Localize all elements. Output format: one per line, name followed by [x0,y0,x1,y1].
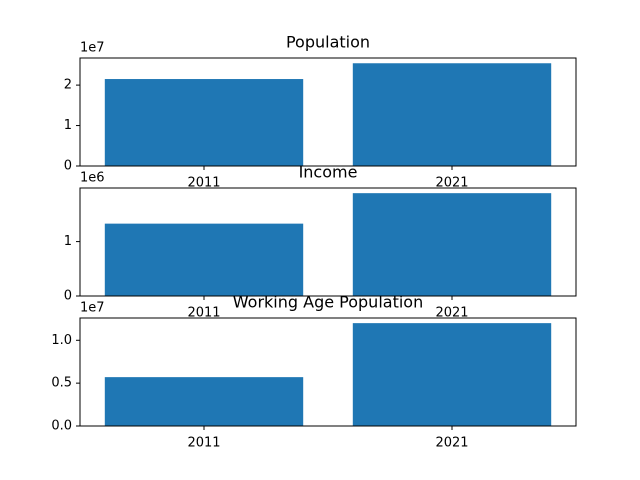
bar [352,193,552,296]
y-offset-label: 1e7 [80,41,105,56]
y-tick-label: 0 [64,289,72,304]
x-tick-label: 2021 [435,436,468,451]
y-tick-label: 1 [64,234,72,249]
bar [104,79,304,166]
y-tick-label: 0 [64,159,72,174]
y-tick-label: 0.5 [51,376,72,391]
y-tick-label: 0.0 [51,419,72,434]
axes-frame [79,57,577,167]
chart-title: Population [286,33,370,52]
chart-title: Working Age Population [233,293,423,312]
axes-frame [79,187,577,297]
bar [104,223,304,296]
x-tick-label: 2021 [435,176,468,191]
chart-title: Income [299,163,358,182]
bar [104,377,304,426]
y-tick-label: 1.0 [51,333,72,348]
bar [352,63,552,167]
x-tick-label: 2011 [187,436,220,451]
x-tick-label: 2021 [435,306,468,321]
bar [352,323,552,426]
y-tick-label: 2 [64,78,72,93]
x-tick-label: 2011 [187,306,220,321]
x-tick-label: 2011 [187,176,220,191]
y-offset-label: 1e6 [80,171,105,186]
y-offset-label: 1e7 [80,301,105,316]
y-tick-label: 1 [64,118,72,133]
axes-frame [79,317,577,427]
